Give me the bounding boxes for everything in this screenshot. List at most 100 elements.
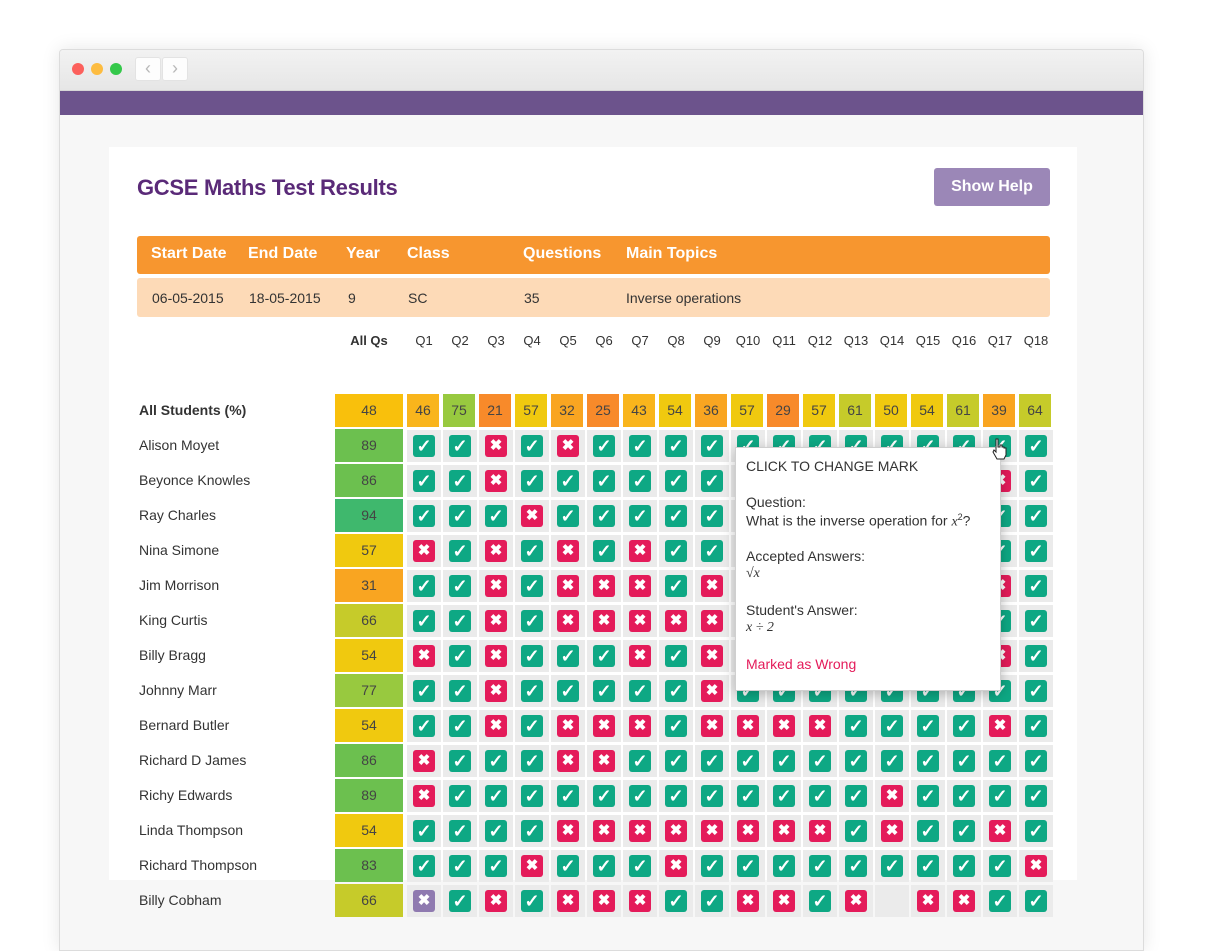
wrong-cross-icon[interactable]: ✖ <box>413 785 435 807</box>
mark-cell[interactable]: ✓ <box>623 675 657 707</box>
correct-check-icon[interactable]: ✓ <box>1025 610 1047 632</box>
mark-cell[interactable]: ✓ <box>731 850 765 882</box>
wrong-cross-icon[interactable]: ✖ <box>701 715 723 737</box>
correct-check-icon[interactable]: ✓ <box>917 785 939 807</box>
wrong-cross-icon[interactable]: ✖ <box>557 820 579 842</box>
correct-check-icon[interactable]: ✓ <box>629 680 651 702</box>
mark-cell[interactable]: ✖ <box>947 885 981 917</box>
mark-cell[interactable]: ✖ <box>911 885 945 917</box>
mark-cell[interactable]: ✓ <box>659 710 693 742</box>
mark-cell[interactable]: ✓ <box>1019 745 1053 777</box>
student-name[interactable]: Linda Thompson <box>139 822 244 838</box>
correct-check-icon[interactable]: ✓ <box>629 785 651 807</box>
correct-check-icon[interactable]: ✓ <box>881 750 903 772</box>
question-header-4[interactable]: Q4 <box>523 333 541 348</box>
mark-cell[interactable]: ✓ <box>767 745 801 777</box>
correct-check-icon[interactable]: ✓ <box>665 785 687 807</box>
mark-cell[interactable]: ✓ <box>479 850 513 882</box>
correct-check-icon[interactable]: ✓ <box>737 855 759 877</box>
wrong-cross-icon[interactable]: ✖ <box>557 610 579 632</box>
mark-cell[interactable]: ✓ <box>623 780 657 812</box>
mark-cell[interactable]: ✖ <box>623 815 657 847</box>
mark-cell[interactable]: ✓ <box>839 815 873 847</box>
mark-cell[interactable]: ✖ <box>587 815 621 847</box>
mark-cell[interactable]: ✖ <box>623 640 657 672</box>
wrong-cross-icon[interactable]: ✖ <box>629 645 651 667</box>
mark-cell[interactable]: ✓ <box>587 675 621 707</box>
correct-check-icon[interactable]: ✓ <box>521 680 543 702</box>
wrong-cross-icon[interactable]: ✖ <box>701 820 723 842</box>
wrong-cross-icon[interactable]: ✖ <box>737 820 759 842</box>
wrong-cross-icon[interactable]: ✖ <box>557 540 579 562</box>
correct-check-icon[interactable]: ✓ <box>917 820 939 842</box>
correct-check-icon[interactable]: ✓ <box>629 855 651 877</box>
mark-cell[interactable]: ✖ <box>407 535 441 567</box>
mark-cell[interactable]: ✖ <box>515 500 549 532</box>
wrong-cross-icon[interactable]: ✖ <box>773 890 795 912</box>
mark-cell[interactable]: ✓ <box>947 850 981 882</box>
mark-cell[interactable]: ✖ <box>875 815 909 847</box>
mark-cell[interactable]: ✓ <box>1019 710 1053 742</box>
correct-check-icon[interactable]: ✓ <box>1025 435 1047 457</box>
mark-cell[interactable]: ✖ <box>551 710 585 742</box>
correct-check-icon[interactable]: ✓ <box>449 575 471 597</box>
correct-check-icon[interactable]: ✓ <box>521 820 543 842</box>
mark-cell[interactable]: ✖ <box>587 710 621 742</box>
student-name[interactable]: Nina Simone <box>139 542 220 558</box>
mark-cell[interactable]: ✓ <box>443 675 477 707</box>
mark-cell[interactable]: ✓ <box>731 780 765 812</box>
correct-check-icon[interactable]: ✓ <box>1025 540 1047 562</box>
correct-check-icon[interactable]: ✓ <box>701 855 723 877</box>
correct-check-icon[interactable]: ✓ <box>521 610 543 632</box>
wrong-cross-icon[interactable]: ✖ <box>629 540 651 562</box>
correct-check-icon[interactable]: ✓ <box>1025 890 1047 912</box>
mark-cell[interactable]: ✖ <box>587 885 621 917</box>
mark-cell[interactable]: ✖ <box>587 570 621 602</box>
mark-cell[interactable]: ✓ <box>587 780 621 812</box>
mark-cell[interactable]: ✓ <box>695 500 729 532</box>
wrong-cross-icon[interactable]: ✖ <box>881 820 903 842</box>
mark-cell[interactable]: ✓ <box>407 815 441 847</box>
question-header-8[interactable]: Q8 <box>667 333 685 348</box>
correct-check-icon[interactable]: ✓ <box>809 890 831 912</box>
correct-check-icon[interactable]: ✓ <box>989 750 1011 772</box>
mark-cell[interactable]: ✓ <box>551 675 585 707</box>
question-header-12[interactable]: Q12 <box>807 333 833 348</box>
mark-cell[interactable]: ✓ <box>623 500 657 532</box>
student-name[interactable]: Richard Thompson <box>139 857 258 873</box>
correct-check-icon[interactable]: ✓ <box>701 505 723 527</box>
mark-cell[interactable]: ✖ <box>479 430 513 462</box>
wrong-cross-icon[interactable]: ✖ <box>1025 855 1047 877</box>
correct-check-icon[interactable]: ✓ <box>953 785 975 807</box>
mark-cell[interactable]: ✓ <box>839 780 873 812</box>
correct-check-icon[interactable]: ✓ <box>413 610 435 632</box>
mark-cell[interactable]: ✓ <box>443 535 477 567</box>
wrong-cross-icon[interactable]: ✖ <box>665 820 687 842</box>
correct-check-icon[interactable]: ✓ <box>665 540 687 562</box>
correct-check-icon[interactable]: ✓ <box>521 575 543 597</box>
wrong-cross-icon[interactable]: ✖ <box>485 435 507 457</box>
mark-cell[interactable]: ✓ <box>1019 640 1053 672</box>
question-header-11[interactable]: Q11 <box>772 333 796 348</box>
wrong-cross-icon[interactable]: ✖ <box>917 890 939 912</box>
wrong-cross-icon[interactable]: ✖ <box>593 820 615 842</box>
correct-check-icon[interactable]: ✓ <box>701 750 723 772</box>
mark-cell[interactable]: ✓ <box>659 780 693 812</box>
back-arrow-icon[interactable]: ‹ <box>135 57 161 81</box>
correct-check-icon[interactable]: ✓ <box>449 645 471 667</box>
mark-cell[interactable]: ✓ <box>551 850 585 882</box>
wrong-cross-icon[interactable]: ✖ <box>557 575 579 597</box>
correct-check-icon[interactable]: ✓ <box>449 680 471 702</box>
mark-cell[interactable]: ✖ <box>767 885 801 917</box>
mark-cell[interactable]: ✓ <box>695 745 729 777</box>
question-header-17[interactable]: Q17 <box>987 333 1013 348</box>
wrong-cross-icon[interactable]: ✖ <box>989 715 1011 737</box>
mark-cell[interactable]: ✓ <box>803 885 837 917</box>
mark-cell[interactable]: ✓ <box>443 570 477 602</box>
wrong-cross-icon[interactable]: ✖ <box>989 820 1011 842</box>
question-header-3[interactable]: Q3 <box>487 333 505 348</box>
mark-cell[interactable]: ✓ <box>515 570 549 602</box>
mark-cell[interactable]: ✓ <box>659 885 693 917</box>
mark-cell[interactable]: ✖ <box>587 605 621 637</box>
mark-cell[interactable]: ✓ <box>659 500 693 532</box>
